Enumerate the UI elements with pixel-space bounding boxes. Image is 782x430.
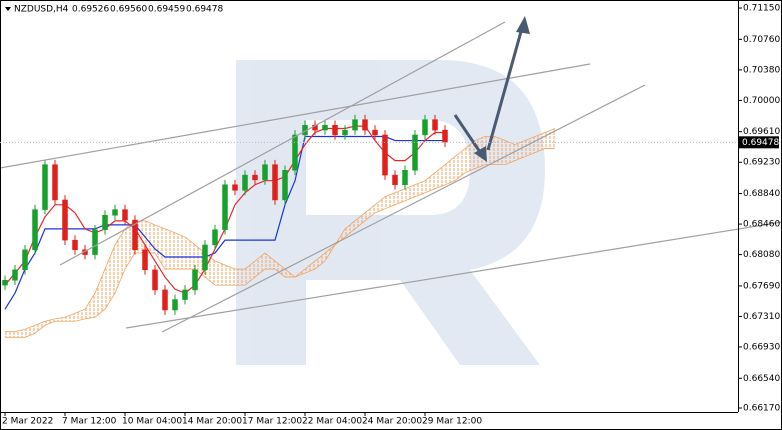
candle-body (262, 164, 268, 181)
x-tick-label: 14 Mar 20:00 (182, 417, 242, 427)
candle-body (152, 269, 158, 291)
candle-body (192, 269, 198, 291)
y-tick-label: 0.66170 (743, 403, 780, 413)
x-tick-label: 29 Mar 12:00 (422, 417, 482, 427)
plot-area (2, 114, 556, 338)
candle-body (132, 219, 138, 251)
span-a (5, 128, 556, 333)
candle-body (412, 134, 418, 171)
y-tick-label: 0.67690 (743, 281, 780, 291)
candle-body (42, 164, 48, 210)
candle-body (102, 214, 108, 230)
candle-body (292, 134, 298, 171)
x-tick-label: 2 Mar 2022 (2, 417, 53, 427)
candle-body (282, 170, 288, 201)
candle-body (372, 129, 378, 136)
candle-body (172, 299, 178, 311)
trend-lines (0, 21, 782, 333)
y-tick-label: 0.70000 (743, 96, 780, 106)
y-tick-label: 0.69610 (743, 127, 780, 137)
candle-body (332, 125, 338, 136)
candle-body (272, 164, 278, 201)
candle-body (142, 249, 148, 271)
candle-body (242, 174, 248, 191)
candle-body (2, 280, 8, 286)
menu-triangle[interactable] (5, 7, 11, 11)
span-b (5, 148, 555, 338)
y-tick-label: 0.70380 (743, 65, 780, 75)
y-tick-label: 0.68080 (743, 250, 780, 260)
candle-body (352, 119, 358, 131)
ohlc-close: 0.69478 (186, 5, 223, 15)
candle-body (362, 119, 368, 131)
ichimoku-cloud (5, 128, 555, 338)
candle-body (162, 289, 168, 311)
candle-body (392, 174, 398, 185)
candle-body (122, 209, 128, 221)
x-tick-label: 17 Mar 12:00 (242, 417, 302, 427)
y-tick-label: 0.68840 (743, 189, 780, 199)
candle-body (92, 229, 98, 255)
ohlc-open: 0.69526 (72, 5, 109, 15)
forecast-arrows (453, 16, 530, 162)
candle-body (12, 269, 18, 281)
candle-body (62, 199, 68, 241)
candle-body (222, 184, 228, 230)
candle-body (182, 289, 188, 300)
candle-body (232, 184, 238, 191)
x-tick-label: 24 Mar 20:00 (362, 417, 422, 427)
x-tick-label: 10 Mar 04:00 (122, 417, 182, 427)
candle-body (22, 249, 28, 271)
candle-body (432, 119, 438, 131)
candle-body (342, 129, 348, 136)
last-price-label: 0.69478 (742, 138, 779, 148)
candle-body (202, 244, 208, 271)
ohlc-high: 0.69560 (110, 5, 147, 15)
y-tick-label: 0.66930 (743, 342, 780, 352)
y-tick-label: 0.70760 (743, 35, 780, 45)
y-tick-label: 0.71150 (743, 4, 780, 14)
x-tick-label: 7 Mar 12:00 (62, 417, 117, 427)
y-tick-label: 0.67310 (743, 312, 780, 322)
symbol: NZDUSD,H4 (14, 5, 69, 15)
last-price-tag (739, 136, 779, 149)
candle-body (252, 174, 258, 181)
x-tick-label: 22 Mar 04:00 (302, 417, 362, 427)
candle-body (212, 229, 218, 246)
candle-body (422, 119, 428, 136)
ohlc-low: 0.69459 (148, 5, 185, 15)
candle-body (32, 209, 38, 251)
y-tick-label: 0.66540 (743, 374, 780, 384)
candle-body (442, 129, 448, 143)
candle-body (52, 164, 58, 201)
candle-body (112, 209, 118, 216)
candle-body (382, 134, 388, 176)
candle-body (72, 239, 78, 251)
y-tick-label: 0.69230 (743, 158, 780, 168)
candle-body (322, 125, 328, 131)
candle-body (402, 170, 408, 185)
y-tick-label: 0.68460 (743, 220, 780, 230)
